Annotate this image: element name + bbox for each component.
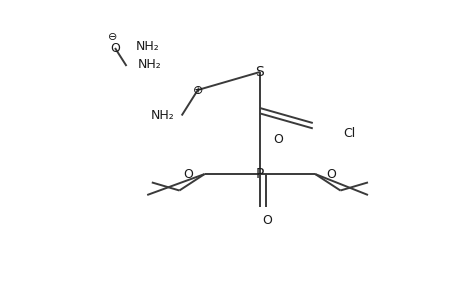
Text: Cl: Cl	[343, 127, 355, 140]
Text: NH₂: NH₂	[151, 109, 174, 122]
Text: S: S	[255, 65, 264, 79]
Text: O: O	[183, 167, 193, 181]
Text: ⊕: ⊕	[192, 83, 202, 97]
Text: NH₂: NH₂	[138, 58, 162, 71]
Text: O: O	[262, 214, 271, 227]
Text: O: O	[272, 133, 282, 146]
Text: O: O	[110, 41, 120, 55]
Text: P: P	[255, 167, 263, 181]
Text: ⊖: ⊖	[108, 32, 117, 42]
Text: O: O	[326, 167, 336, 181]
Text: NH₂: NH₂	[135, 40, 159, 53]
